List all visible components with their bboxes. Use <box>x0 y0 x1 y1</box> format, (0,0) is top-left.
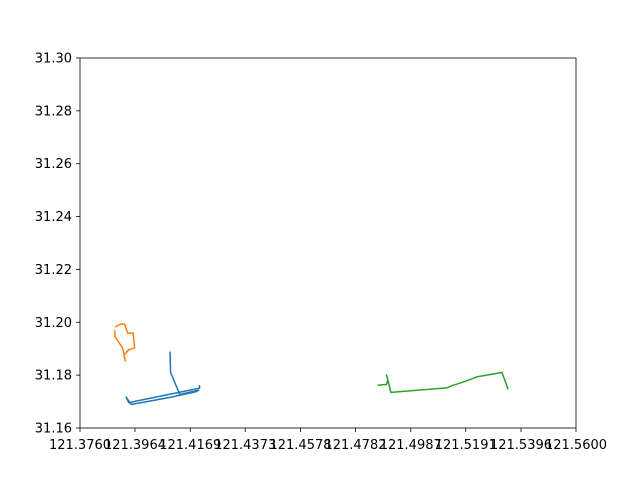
y-tick-label: 31.30 <box>35 52 72 67</box>
series-line-1 <box>125 351 201 406</box>
series-layer <box>113 323 509 406</box>
plot-area <box>80 58 576 428</box>
y-tick-label: 31.20 <box>35 316 72 331</box>
series-line-2 <box>113 323 136 362</box>
x-tick-label: 121.4578 <box>269 438 331 453</box>
x-tick-label: 121.4169 <box>159 438 221 453</box>
x-tick-label: 121.5600 <box>545 438 607 453</box>
y-tick-label: 31.24 <box>35 210 72 225</box>
x-tick-label: 121.4782 <box>324 438 386 453</box>
y-tick-label: 31.26 <box>35 157 72 172</box>
y-tick-label: 31.16 <box>35 422 72 437</box>
y-tick-label: 31.18 <box>35 369 72 384</box>
x-tick-label: 121.4987 <box>380 438 442 453</box>
x-axis: 121.3760121.3964121.4169121.4373121.4578… <box>49 428 607 453</box>
x-tick-label: 121.5191 <box>435 438 497 453</box>
series-line-3 <box>377 371 509 394</box>
x-tick-label: 121.3760 <box>49 438 111 453</box>
x-tick-label: 121.5396 <box>490 438 552 453</box>
y-tick-label: 31.22 <box>35 263 72 278</box>
y-tick-label: 31.28 <box>35 104 72 119</box>
plot-frame <box>79 57 577 429</box>
y-axis: 31.16 31.18 31.20 31.22 31.24 31.26 31.28 31.30 <box>35 52 80 437</box>
x-tick-label: 121.3964 <box>104 438 166 453</box>
x-tick-label: 121.4373 <box>214 438 276 453</box>
